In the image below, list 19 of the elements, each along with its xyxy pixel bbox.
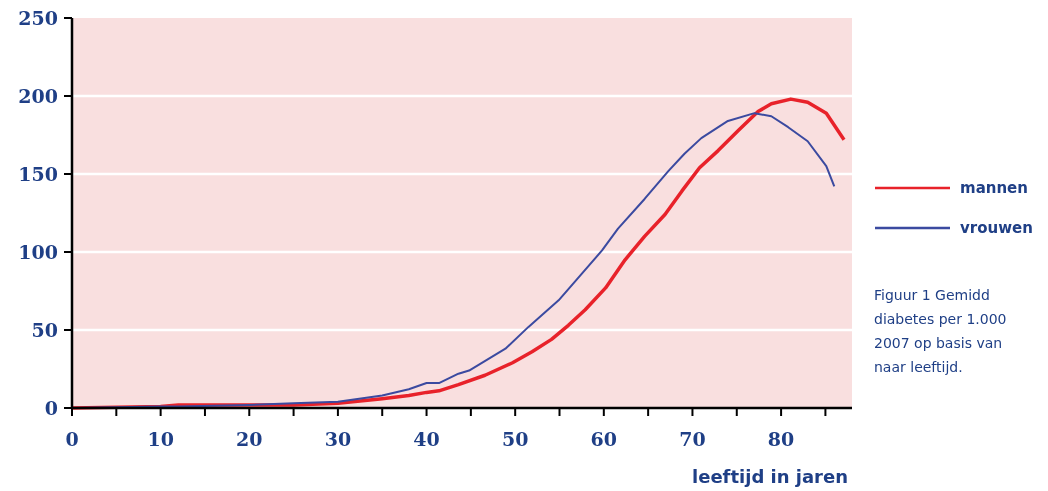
x-tick-label: 50: [501, 428, 529, 450]
y-tick-label: 200: [18, 84, 58, 107]
x-tick-label: 70: [679, 428, 706, 450]
x-tick-label: 60: [590, 428, 618, 450]
text: Figuur 1 Gemidd diabetes per 1.000 2007 op basis van naar leeftijd.: [874, 287, 1007, 375]
y-tick-label: 0: [44, 396, 58, 419]
x-tick-label: 80: [767, 428, 795, 450]
x-tick-label: 30: [324, 428, 352, 450]
x-tick-label: 0: [65, 428, 79, 450]
y-tick-label: 150: [18, 162, 58, 185]
x-tick-label: 20: [236, 428, 263, 450]
x-tick-label: 10: [147, 428, 174, 450]
x-tick-label: 40: [413, 428, 440, 450]
legend-label: vrouwen: [960, 219, 1033, 238]
y-tick-label: 100: [18, 240, 58, 263]
y-tick-label: 250: [18, 6, 58, 29]
legend-label: mannen: [960, 179, 1028, 198]
y-tick-label: 50: [31, 318, 58, 341]
x-axis-title: leeftijd in jaren: [692, 466, 848, 487]
